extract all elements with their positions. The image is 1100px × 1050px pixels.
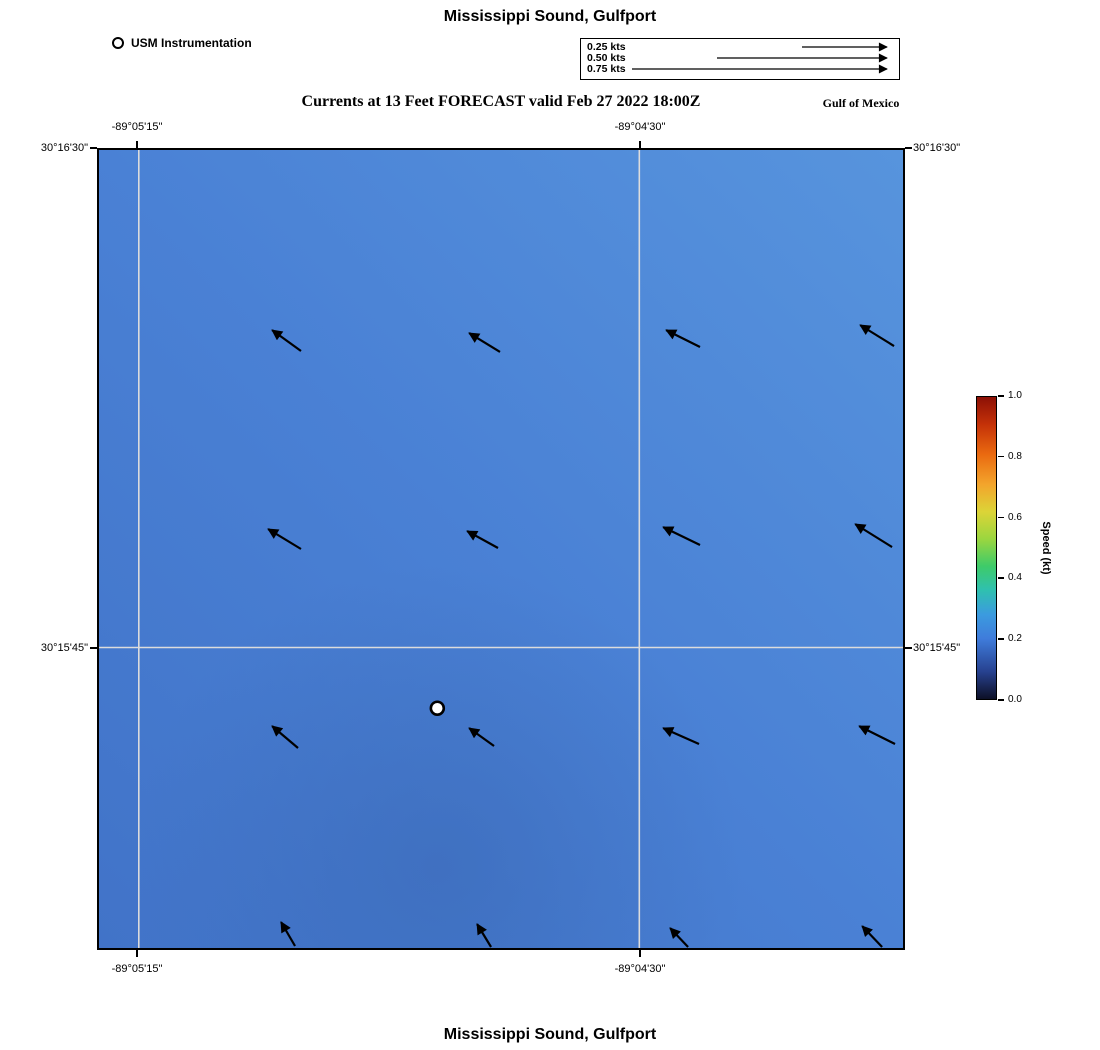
colorbar-tick bbox=[998, 395, 1004, 397]
y-tick-label-right: 30°15'45" bbox=[913, 642, 961, 654]
x-tick-label-top: -89°05'15" bbox=[111, 121, 163, 133]
instrument-legend-label: USM Instrumentation bbox=[131, 36, 252, 50]
scale-legend-arrows bbox=[632, 42, 888, 74]
y-tick-label-left: 30°16'30" bbox=[40, 142, 88, 154]
instrument-legend: USM Instrumentation bbox=[112, 36, 252, 50]
scale-legend-labels: 0.25 kts 0.50 kts 0.75 kts bbox=[587, 42, 626, 75]
colorbar-gradient bbox=[976, 396, 997, 700]
colorbar: Speed (kt) 1.0 0.8 0.6 0.4 0.2 0.0 bbox=[976, 390, 1100, 705]
region-label: Gulf of Mexico bbox=[822, 96, 900, 110]
axis-tick bbox=[136, 141, 138, 148]
colorbar-tick bbox=[998, 699, 1004, 701]
x-tick-label-top: -89°04'30" bbox=[614, 121, 666, 133]
vector-scale-legend: 0.25 kts 0.50 kts 0.75 kts bbox=[580, 38, 900, 80]
page-title-bottom: Mississippi Sound, Gulfport bbox=[443, 1026, 657, 1043]
colorbar-tick-label: 0.8 bbox=[1008, 450, 1022, 462]
scale-legend-label: 0.25 kts bbox=[587, 41, 626, 53]
station-marker-icon bbox=[112, 37, 124, 49]
colorbar-tick bbox=[998, 638, 1004, 640]
axis-tick bbox=[639, 141, 641, 148]
axis-tick bbox=[905, 647, 912, 649]
colorbar-tick bbox=[998, 516, 1004, 519]
x-tick-label-bottom: -89°04'30" bbox=[614, 963, 666, 975]
colorbar-tick-label: 0.0 bbox=[1008, 694, 1022, 705]
figure-subtitle: Currents at 13 Feet FORECAST valid Feb 2… bbox=[301, 93, 701, 110]
current-vector-field bbox=[99, 150, 903, 948]
colorbar-tick bbox=[998, 455, 1004, 458]
page-title-top: Mississippi Sound, Gulfport bbox=[443, 8, 657, 25]
colorbar-tick-label: 0.2 bbox=[1008, 633, 1022, 645]
scale-legend-label: 0.50 kts bbox=[587, 52, 626, 64]
axis-tick bbox=[90, 147, 97, 149]
axis-tick bbox=[639, 950, 641, 957]
map-plot bbox=[97, 148, 905, 950]
colorbar-tick-label: 0.6 bbox=[1008, 511, 1022, 523]
axis-tick bbox=[905, 147, 912, 149]
y-tick-label-right: 30°16'30" bbox=[913, 142, 961, 154]
x-tick-label-bottom: -89°05'15" bbox=[111, 963, 163, 975]
axis-tick bbox=[90, 647, 97, 649]
y-tick-label-left: 30°15'45" bbox=[40, 642, 88, 654]
axis-tick bbox=[136, 950, 138, 957]
colorbar-label: Speed (kt) bbox=[1040, 521, 1052, 575]
scale-legend-label: 0.75 kts bbox=[587, 63, 626, 75]
colorbar-tick-label: 1.0 bbox=[1008, 390, 1022, 401]
colorbar-tick bbox=[998, 577, 1004, 579]
colorbar-tick-label: 0.4 bbox=[1008, 572, 1022, 584]
